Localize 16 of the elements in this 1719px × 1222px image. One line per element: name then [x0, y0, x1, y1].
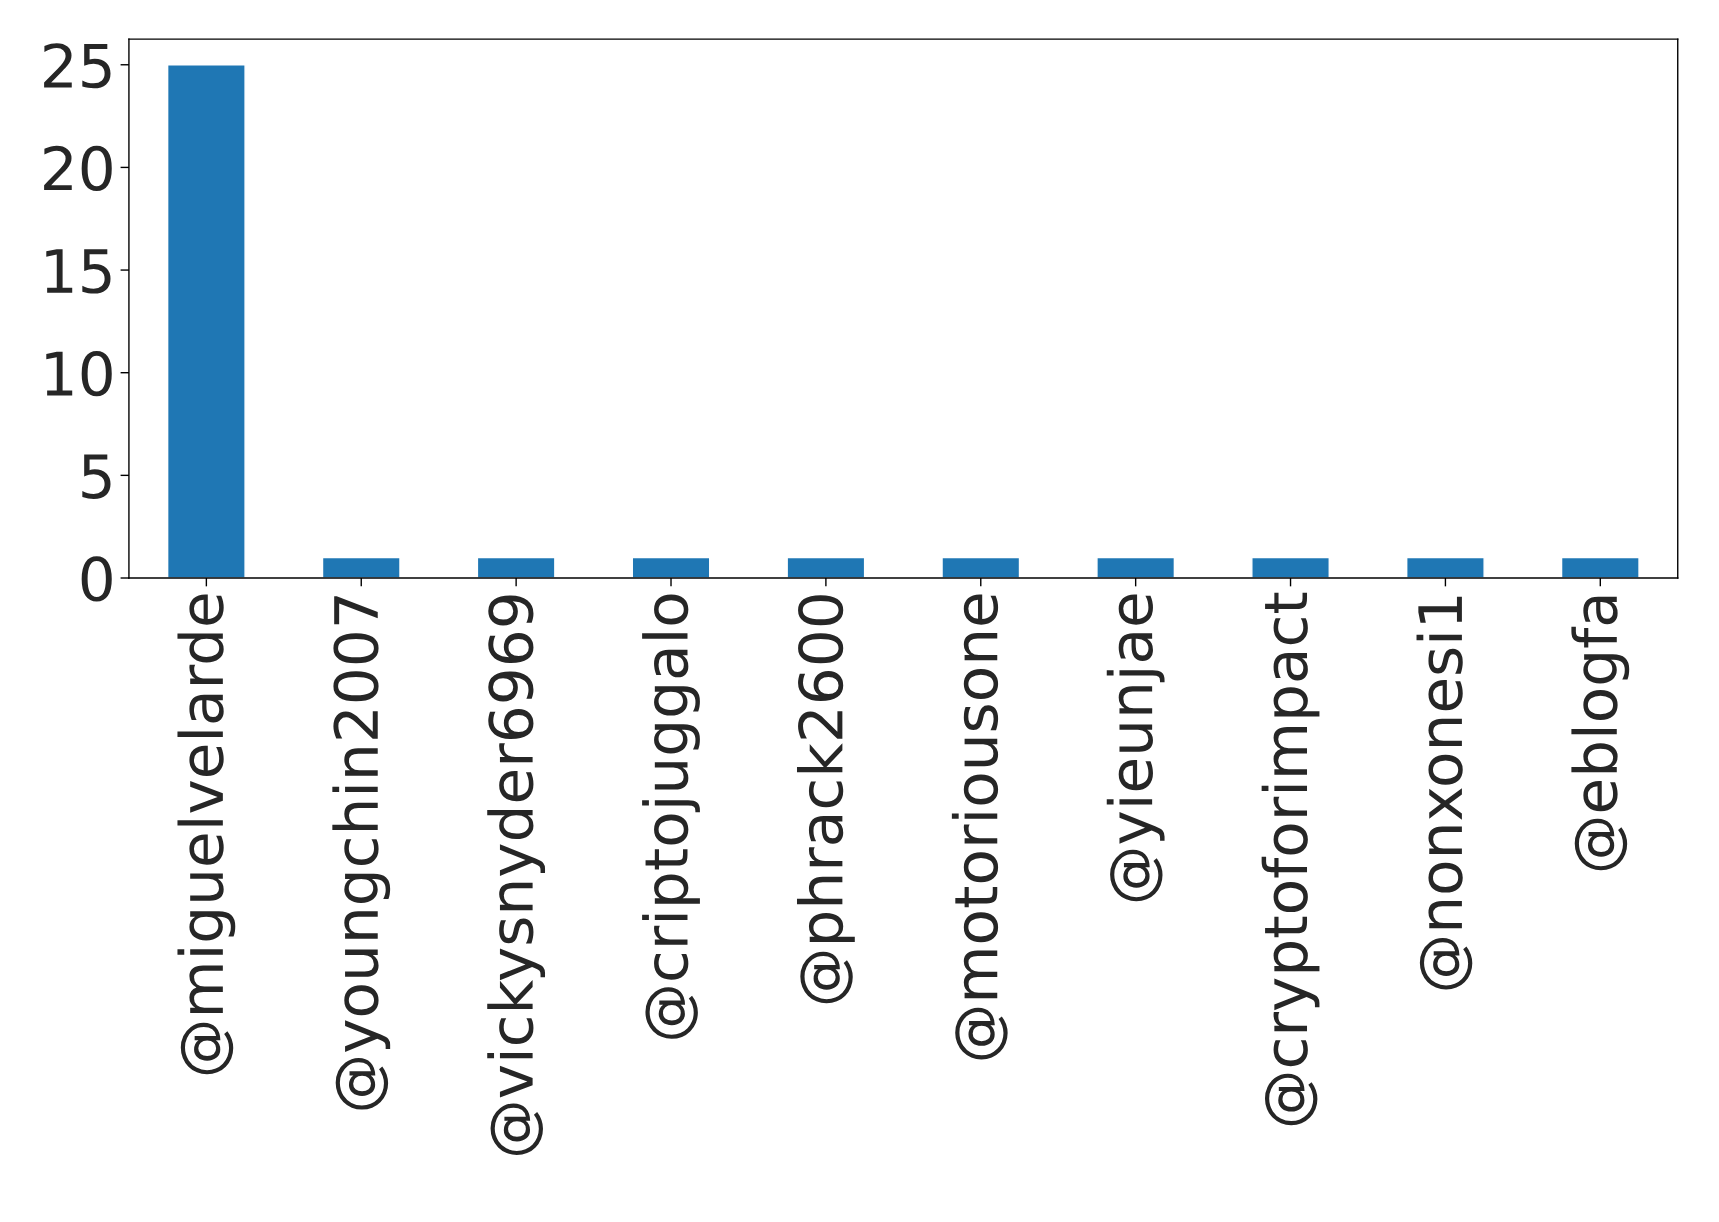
y-tick-label: 15 [46, 249, 111, 294]
y-tick-label: 10 [46, 351, 112, 397]
y-tick-label: 0 [81, 556, 112, 602]
x-tick-label: @miguelvelarde [177, 594, 236, 1075]
x-tick-label: @vickysnyder6969 [487, 595, 546, 1156]
x-tick-label: @criptojuggalo [642, 594, 700, 1039]
y-tick-label: 25 [44, 43, 111, 89]
y-tick-label: 5 [82, 454, 111, 499]
x-tick-label: @phrack2600 [796, 595, 855, 1004]
x-tick-label: @nonxonesi1 [1416, 596, 1473, 990]
x-tick-label: @cryptoforimpact [1261, 592, 1320, 1126]
x-tick-label: @yieunjae [1106, 594, 1165, 902]
x-tick-label: @motoriousone [951, 594, 1008, 1060]
x-tick-label: @youngchin2007 [332, 596, 391, 1110]
x-tick-label: @eblogfa [1571, 596, 1630, 871]
y-tick-label: 20 [44, 145, 112, 191]
